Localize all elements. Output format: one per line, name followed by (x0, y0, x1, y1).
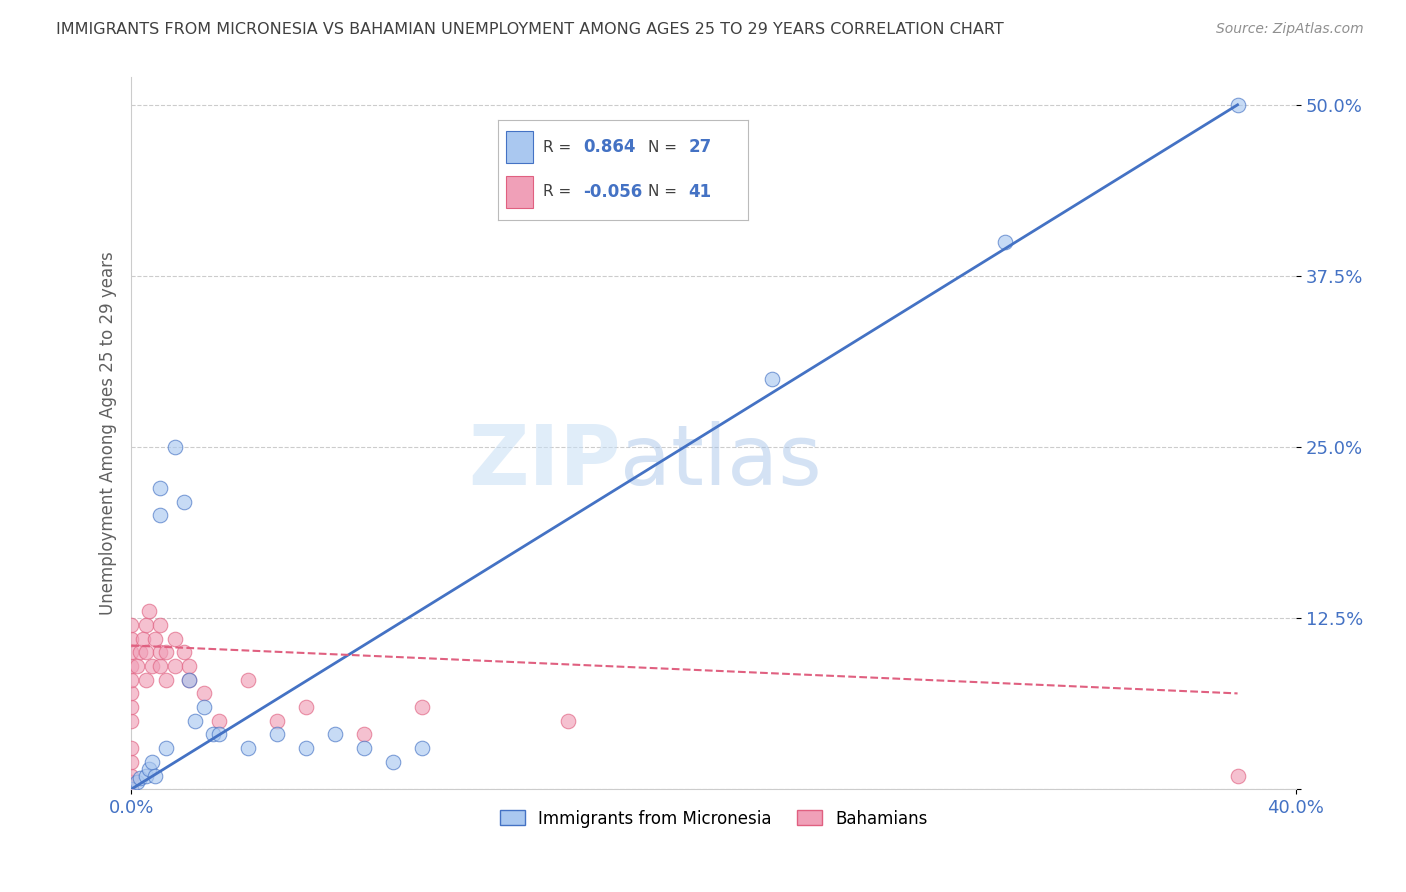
Point (125, 775, 148, 789)
Legend: Immigrants from Micronesia, Bahamians: Immigrants from Micronesia, Bahamians (494, 803, 934, 834)
Y-axis label: Unemployment Among Ages 25 to 29 years: Unemployment Among Ages 25 to 29 years (100, 252, 117, 615)
Point (120, 755, 142, 769)
Point (120, 659, 142, 673)
Point (295, 700, 318, 714)
Point (135, 768, 157, 782)
Text: ZIP: ZIP (468, 421, 620, 502)
Point (155, 741, 177, 756)
Point (179, 673, 201, 687)
Point (173, 645, 195, 659)
Point (163, 632, 186, 646)
Point (132, 632, 155, 646)
Point (120, 782, 142, 797)
Point (761, 371, 783, 385)
Point (155, 673, 177, 687)
Point (138, 604, 160, 618)
Point (120, 741, 142, 756)
Text: Source: ZipAtlas.com: Source: ZipAtlas.com (1216, 22, 1364, 37)
Point (411, 700, 433, 714)
Point (149, 508, 172, 523)
Point (382, 755, 405, 769)
Point (129, 771, 152, 785)
Point (129, 645, 152, 659)
Point (120, 775, 142, 789)
Point (135, 645, 157, 659)
Point (135, 673, 157, 687)
Point (125, 659, 148, 673)
Point (266, 727, 288, 741)
Point (173, 495, 195, 509)
Point (353, 727, 375, 741)
Point (155, 645, 177, 659)
Point (994, 235, 1017, 249)
Point (120, 700, 142, 714)
Text: IMMIGRANTS FROM MICRONESIA VS BAHAMIAN UNEMPLOYMENT AMONG AGES 25 TO 29 YEARS CO: IMMIGRANTS FROM MICRONESIA VS BAHAMIAN U… (56, 22, 1004, 37)
Point (120, 632, 142, 646)
Point (411, 741, 433, 756)
Point (266, 714, 288, 728)
Point (1226, 98, 1249, 112)
Point (120, 714, 142, 728)
Point (236, 741, 259, 756)
Point (120, 768, 142, 782)
Point (120, 782, 142, 797)
Point (179, 673, 201, 687)
Point (179, 659, 201, 673)
Point (120, 673, 142, 687)
Point (201, 727, 224, 741)
Point (163, 659, 186, 673)
Point (193, 686, 215, 700)
Point (149, 659, 172, 673)
Point (1226, 768, 1249, 782)
Point (207, 714, 229, 728)
Point (120, 618, 142, 632)
Point (295, 741, 318, 756)
Point (163, 440, 186, 454)
Point (120, 686, 142, 700)
Point (323, 727, 346, 741)
Point (141, 659, 163, 673)
Point (143, 768, 166, 782)
Text: atlas: atlas (620, 421, 823, 502)
Point (120, 645, 142, 659)
Point (149, 645, 172, 659)
Point (141, 755, 163, 769)
Point (207, 727, 229, 741)
Point (353, 741, 375, 756)
Point (138, 762, 160, 776)
Point (149, 618, 172, 632)
Point (135, 618, 157, 632)
Point (236, 673, 259, 687)
Point (149, 481, 172, 495)
Point (557, 714, 579, 728)
Point (184, 714, 207, 728)
Point (143, 632, 166, 646)
Point (193, 700, 215, 714)
